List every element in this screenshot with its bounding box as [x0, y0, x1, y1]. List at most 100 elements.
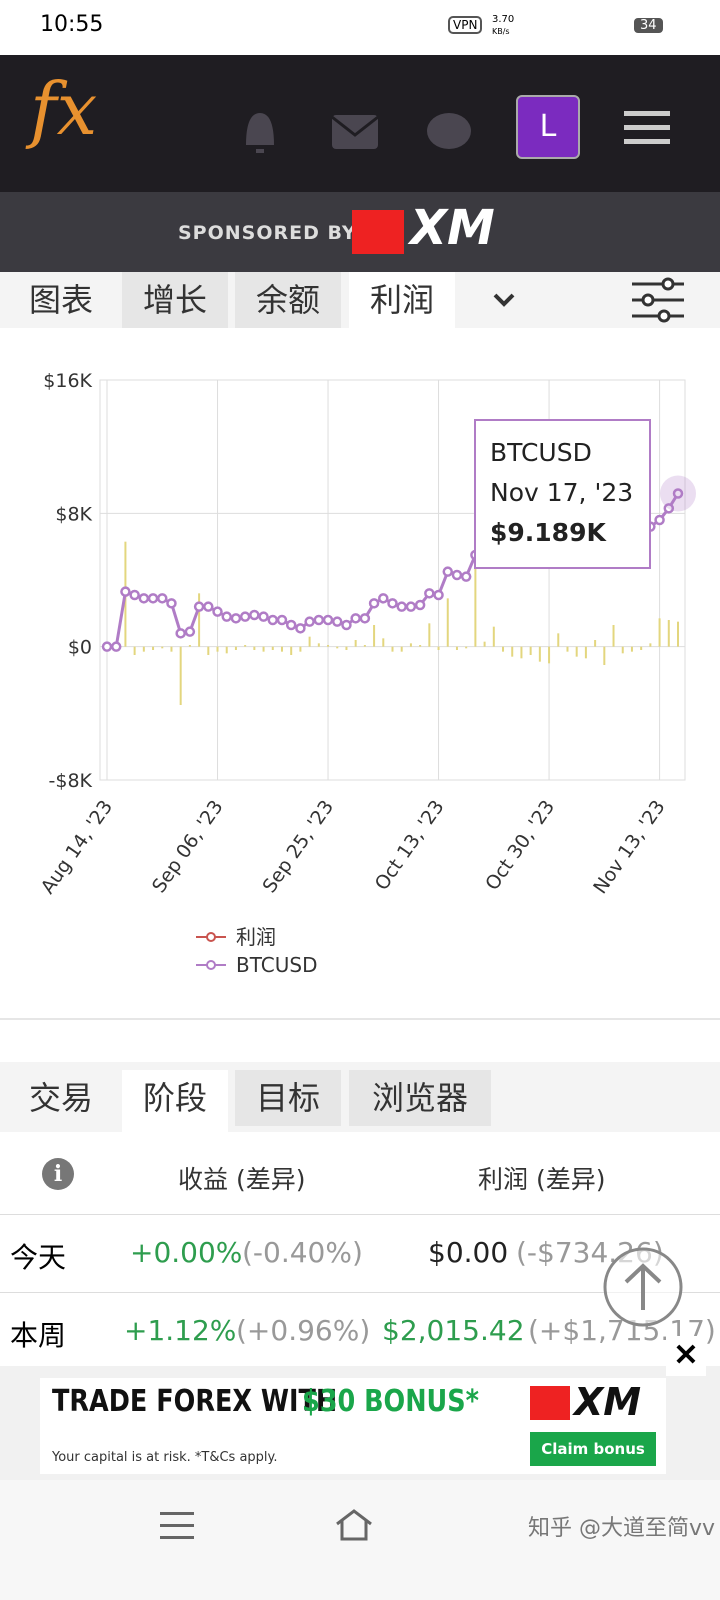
bar	[317, 643, 320, 647]
nav-menu[interactable]	[160, 1512, 194, 1540]
menu-icon[interactable]	[624, 111, 670, 145]
time: 10:55	[40, 12, 104, 37]
point	[359, 613, 371, 624]
point	[322, 614, 334, 626]
x-tick-label: Sep 06, '23	[148, 796, 228, 897]
bar	[225, 646, 228, 654]
cell: $0.00	[428, 1236, 509, 1269]
tab-bar-2: 交易 阶段 目标 浏览器	[0, 1062, 720, 1132]
ad-note: Your capital is at risk. *T&Cs apply.	[52, 1450, 278, 1465]
sponsor-brand[interactable]: XM	[410, 200, 495, 256]
point	[101, 641, 113, 652]
vpn: VPN	[448, 16, 483, 34]
y-tick-label: $16K	[43, 370, 92, 392]
bar	[280, 646, 283, 652]
point	[313, 614, 325, 626]
point	[166, 598, 177, 609]
bar	[520, 646, 523, 659]
ad-headline: TRADE FOREX WITH	[52, 1384, 338, 1419]
tooltip-value: $9.189K	[490, 518, 607, 547]
status-bar: 10:55 VPN 3.70 KB/s 34	[0, 0, 720, 55]
bar	[170, 646, 173, 652]
cell: (-0.40%)	[242, 1236, 363, 1269]
logo[interactable]: fx	[30, 67, 98, 151]
x-tick-label: Sep 25, '23	[258, 796, 338, 897]
bar	[455, 646, 458, 650]
mail-icon[interactable]	[332, 115, 378, 149]
point	[405, 601, 417, 612]
bar	[345, 646, 348, 650]
tooltip-date: Nov 17, '23	[490, 478, 633, 507]
bar	[133, 646, 136, 655]
tab[interactable]: 阶段	[122, 1070, 228, 1132]
bar	[612, 625, 615, 647]
cell: $2,015.42	[382, 1314, 525, 1347]
bar	[179, 646, 182, 705]
point	[285, 619, 297, 631]
speed: 3.70	[492, 14, 515, 25]
point	[396, 601, 407, 612]
point	[129, 589, 140, 601]
point	[230, 613, 242, 624]
bar	[575, 646, 578, 657]
tab-bar: 图表 增长 余额 利润	[0, 272, 720, 328]
row-divider	[0, 1214, 720, 1215]
ad-button[interactable]: Claim bonus	[530, 1432, 656, 1466]
y-tick-label: -$8K	[49, 770, 93, 792]
tab[interactable]: 浏览器	[349, 1070, 491, 1126]
bar	[566, 646, 569, 652]
bar	[363, 645, 366, 647]
info-icon[interactable]: i	[42, 1158, 74, 1190]
legend-marker	[206, 932, 216, 942]
point	[110, 641, 122, 652]
point	[295, 623, 306, 634]
ad-close[interactable]: ✕	[666, 1336, 706, 1376]
sponsor-logo	[352, 210, 404, 254]
nav-home[interactable]	[334, 1508, 374, 1542]
cell: +0.00%	[130, 1236, 243, 1269]
row-divider	[0, 1292, 720, 1293]
watermark: 知乎 @大道至简vv	[528, 1516, 716, 1541]
point	[414, 599, 426, 611]
bar	[327, 645, 330, 647]
chart: -$8K $0 $8K $16K Aug 14, '23 Sep 06, '23 Sep 2…	[37, 370, 696, 977]
bar	[299, 646, 302, 652]
tab[interactable]: 图表	[8, 272, 114, 328]
point	[451, 569, 463, 581]
column-header: 收益 (差异)	[178, 1165, 306, 1194]
bar	[594, 640, 597, 647]
bar	[428, 623, 431, 647]
tab[interactable]: 余额	[235, 272, 341, 328]
legend-marker	[206, 960, 216, 970]
mail-flap	[331, 115, 379, 137]
tab[interactable]: 利润	[349, 272, 455, 328]
bar	[271, 646, 274, 650]
point	[203, 601, 214, 612]
point	[193, 601, 205, 612]
chat-icon[interactable]	[427, 113, 471, 149]
dropdown-icon[interactable]	[492, 288, 516, 312]
bar	[152, 646, 155, 650]
bar	[649, 643, 652, 647]
tab[interactable]: 增长	[122, 272, 228, 328]
speed-unit: KB/s	[492, 27, 510, 36]
bar	[640, 646, 643, 650]
ad-logo	[530, 1386, 570, 1420]
point	[331, 616, 343, 627]
tooltip-box	[474, 419, 651, 569]
point	[387, 598, 398, 609]
point	[267, 614, 279, 626]
scroll-top-button[interactable]	[602, 1246, 684, 1328]
legend-label: 利润	[236, 925, 276, 949]
settings-icon[interactable]	[632, 276, 684, 324]
column-header: 利润 (差异)	[478, 1165, 606, 1194]
bell-icon[interactable]	[246, 113, 274, 153]
tab[interactable]: 交易	[8, 1070, 114, 1126]
bar	[465, 646, 468, 649]
bar	[502, 646, 505, 652]
avatar[interactable]: L	[516, 95, 580, 159]
ad-banner[interactable]: TRADE FOREX WITH $30 BONUS* Your capital…	[0, 1336, 720, 1480]
point	[258, 611, 269, 622]
tab[interactable]: 目标	[235, 1070, 341, 1126]
bar	[290, 646, 293, 655]
